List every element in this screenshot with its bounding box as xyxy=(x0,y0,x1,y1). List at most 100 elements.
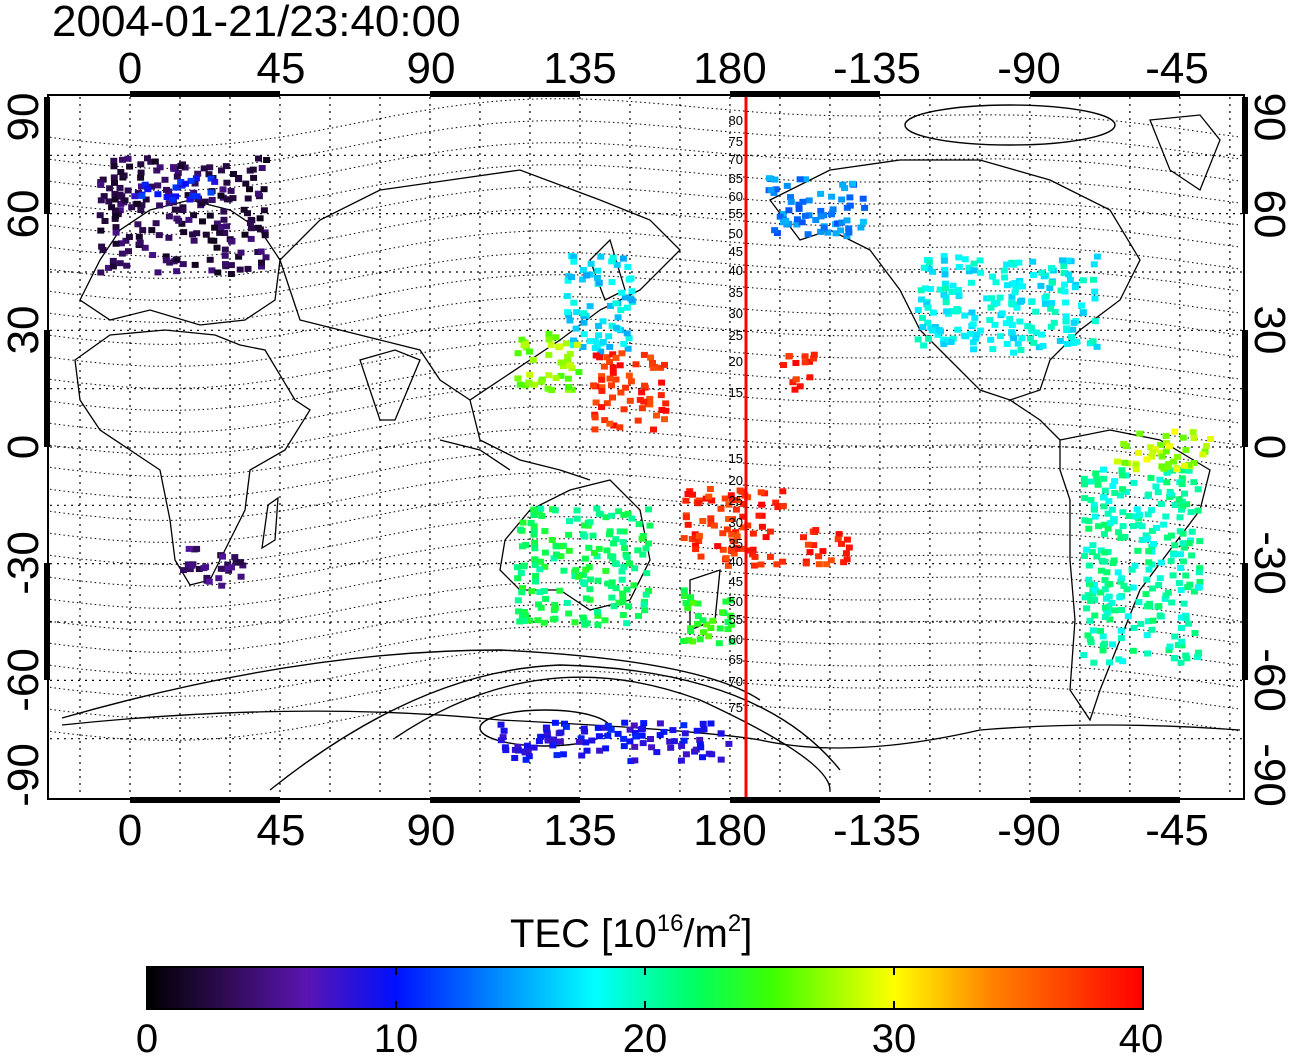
colorbar-title-sup2: 2 xyxy=(728,910,741,937)
tec-pixel xyxy=(610,540,617,547)
tec-pixel xyxy=(791,386,799,393)
tec-pixel xyxy=(801,353,809,360)
tec-pixel xyxy=(1093,253,1101,260)
tec-pixel xyxy=(200,165,208,172)
map-title: 2004-01-21/23:40:00 xyxy=(52,0,461,46)
tec-pixel xyxy=(604,722,612,729)
tec-pixel xyxy=(626,726,634,733)
tec-pixel xyxy=(728,531,736,538)
tec-pixel xyxy=(968,309,976,316)
tec-pixel xyxy=(923,301,931,308)
tec-pixel xyxy=(175,217,183,224)
tec-pixel xyxy=(531,545,539,552)
tec-pixel xyxy=(565,531,573,538)
tec-pixel xyxy=(948,289,956,295)
colorbar-title-main: TEC [10 xyxy=(510,912,657,956)
meridian-lat-label: 40 xyxy=(729,263,743,278)
tec-pixel xyxy=(232,559,240,566)
tec-pixel xyxy=(630,582,638,589)
tec-pixel xyxy=(1151,446,1159,453)
tec-pixel xyxy=(1171,502,1179,509)
tec-pixel xyxy=(719,609,726,616)
tec-pixel xyxy=(626,397,634,404)
tec-pixel xyxy=(179,261,187,268)
tec-pixel xyxy=(1130,479,1138,486)
tec-pixel xyxy=(530,523,538,530)
tec-pixel xyxy=(1062,299,1070,306)
tec-pixel xyxy=(1170,655,1178,662)
tec-pixel xyxy=(598,404,605,411)
tec-pixel xyxy=(586,596,594,603)
tec-pixel xyxy=(954,326,962,333)
tec-pixel xyxy=(244,210,251,217)
colorbar-ticks xyxy=(395,967,895,1009)
tec-pixel xyxy=(1095,523,1102,530)
tec-pixel xyxy=(842,550,850,557)
tec-pixel xyxy=(1188,528,1196,535)
tec-pixel xyxy=(725,740,733,747)
tec-pixel xyxy=(992,279,1000,286)
tec-pixel xyxy=(834,220,842,227)
tec-pixel xyxy=(217,192,225,199)
left-lat-label: 90 xyxy=(0,93,48,142)
tec-pixel xyxy=(1108,506,1116,513)
tec-pixel xyxy=(1176,514,1184,521)
tec-pixel xyxy=(1137,620,1145,627)
tec-pixel xyxy=(603,354,611,361)
tec-pixel xyxy=(705,493,713,500)
tec-pixel xyxy=(173,256,181,263)
tec-pixel xyxy=(1085,525,1093,532)
tec-pixel xyxy=(653,412,660,419)
tec-pixel xyxy=(532,578,540,585)
tec-pixel xyxy=(106,185,114,192)
tec-pixel xyxy=(801,212,809,219)
tec-pixel xyxy=(1175,496,1183,503)
tec-pixel xyxy=(705,750,713,757)
tec-pixel xyxy=(942,285,950,292)
tec-pixel xyxy=(593,505,601,512)
tec-pixel xyxy=(597,348,605,355)
tec-pixel xyxy=(682,514,690,521)
tec-pixel xyxy=(628,288,636,295)
tec-pixel xyxy=(227,271,235,277)
tec-pixel xyxy=(598,387,606,394)
tec-pixel xyxy=(593,553,601,560)
tec-pixel xyxy=(1128,566,1136,573)
tec-pixel xyxy=(684,521,692,528)
tec-pixel xyxy=(694,600,702,607)
tec-pixel xyxy=(1008,329,1016,336)
tec-pixel xyxy=(227,262,235,269)
tec-pixel xyxy=(843,536,851,543)
tec-pixel xyxy=(1144,511,1152,518)
tec-pixel xyxy=(717,505,725,512)
tec-pixel xyxy=(696,636,704,643)
tec-pixel xyxy=(647,354,655,361)
tec-pixel xyxy=(534,617,542,624)
colorbar-tick-label: 0 xyxy=(136,1017,158,1057)
tec-pixel xyxy=(617,389,625,396)
tec-pixel xyxy=(1101,487,1109,494)
tec-pixel xyxy=(610,422,618,429)
tec-pixel xyxy=(594,724,602,731)
tec-pixel xyxy=(205,578,213,585)
tec-pixel xyxy=(518,336,526,343)
tec-pixel xyxy=(929,268,937,275)
tec-pixel xyxy=(1091,295,1099,302)
tec-pixel xyxy=(148,227,156,234)
tec-pixel xyxy=(1138,523,1146,530)
tec-pixel xyxy=(722,555,730,562)
tec-pixel xyxy=(500,727,508,734)
tec-pixel xyxy=(579,614,587,621)
contour-line xyxy=(50,604,1239,653)
tec-pixel xyxy=(618,568,626,575)
tec-pixel xyxy=(108,204,116,211)
tec-pixel xyxy=(666,738,674,745)
tec-pixel xyxy=(125,234,133,240)
tec-pixel xyxy=(1092,470,1100,477)
tec-pixel xyxy=(557,553,565,560)
tec-pixel xyxy=(609,555,617,562)
tec-pixel xyxy=(1106,659,1114,666)
tec-pixel xyxy=(802,176,809,183)
tec-pixel xyxy=(736,487,744,494)
tec-pixel xyxy=(1156,476,1164,483)
